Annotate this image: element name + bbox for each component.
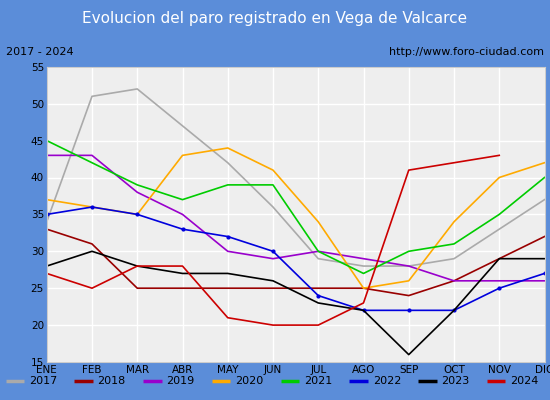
Text: 2022: 2022 xyxy=(373,376,401,386)
Text: http://www.foro-ciudad.com: http://www.foro-ciudad.com xyxy=(389,47,544,57)
Text: 2020: 2020 xyxy=(235,376,263,386)
Text: 2019: 2019 xyxy=(166,376,195,386)
Text: 2017 - 2024: 2017 - 2024 xyxy=(6,47,73,57)
Text: 2023: 2023 xyxy=(441,376,470,386)
Text: 2018: 2018 xyxy=(98,376,126,386)
Text: 2017: 2017 xyxy=(29,376,57,386)
Text: Evolucion del paro registrado en Vega de Valcarce: Evolucion del paro registrado en Vega de… xyxy=(82,12,468,26)
Text: 2021: 2021 xyxy=(304,376,332,386)
Text: 2024: 2024 xyxy=(510,376,538,386)
